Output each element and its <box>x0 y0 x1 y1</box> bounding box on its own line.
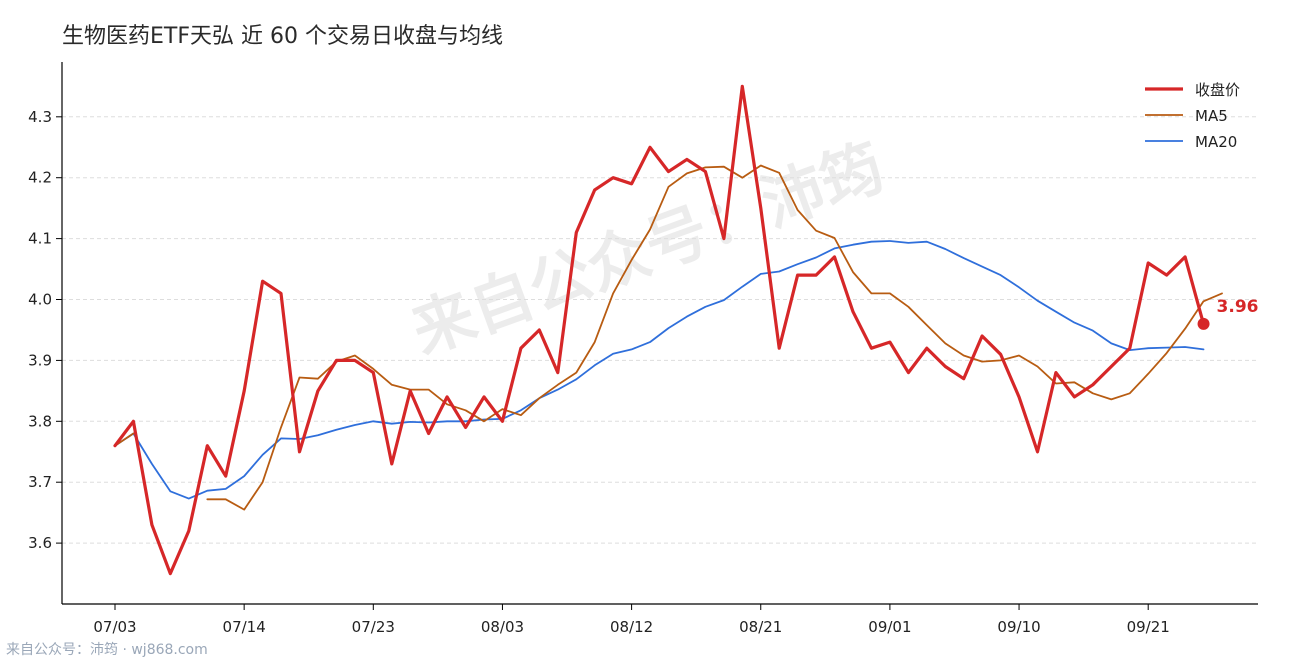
footer-source-note: 来自公众号：沛筠 · wj868.com <box>6 642 208 658</box>
y-tick-label: 4.2 <box>28 169 52 187</box>
y-tick-label: 4.0 <box>28 291 52 309</box>
x-tick-label: 09/21 <box>1127 618 1170 636</box>
series-lines <box>113 84 1223 576</box>
x-tick-label: 08/12 <box>610 618 653 636</box>
y-tick-label: 4.3 <box>28 108 52 126</box>
watermark: 来自公众号：沛筠 <box>402 130 893 368</box>
x-tick-label: 08/03 <box>481 618 524 636</box>
legend-label: 收盘价 <box>1195 81 1240 99</box>
gridlines <box>62 116 1258 544</box>
legend-label: MA20 <box>1195 133 1237 151</box>
x-tick-label: 09/01 <box>868 618 911 636</box>
last-value-annotation: 3.96 <box>1197 297 1259 330</box>
y-tick-label: 3.8 <box>28 412 52 430</box>
x-tick-label: 08/21 <box>739 618 782 636</box>
series-close-price-line <box>113 84 1206 576</box>
y-tick-label: 3.6 <box>28 534 52 552</box>
x-tick-label: 07/23 <box>352 618 395 636</box>
y-tick-label: 3.7 <box>28 473 52 491</box>
y-axis-ticks: 3.6 3.7 3.8 3.9 4.0 4.1 4.2 4.3 <box>28 108 62 552</box>
x-tick-label: 07/14 <box>223 618 266 636</box>
chart-title: 生物医药ETF天弘 近 60 个交易日收盘与均线 <box>62 24 503 49</box>
last-value-label: 3.96 <box>1217 297 1259 317</box>
y-tick-label: 4.1 <box>28 230 52 248</box>
x-tick-label: 09/10 <box>997 618 1040 636</box>
legend: 收盘价 MA5 MA20 <box>1145 81 1240 151</box>
legend-label: MA5 <box>1195 107 1228 125</box>
y-tick-label: 3.9 <box>28 351 52 369</box>
x-axis-ticks: 07/03 07/14 07/23 08/03 08/12 08/21 09/01 09/10… <box>93 604 1170 636</box>
watermark-text: 来自公众号：沛筠 <box>402 130 893 368</box>
axes <box>61 62 1258 605</box>
last-point-marker <box>1197 317 1210 330</box>
x-tick-label: 07/03 <box>93 618 136 636</box>
